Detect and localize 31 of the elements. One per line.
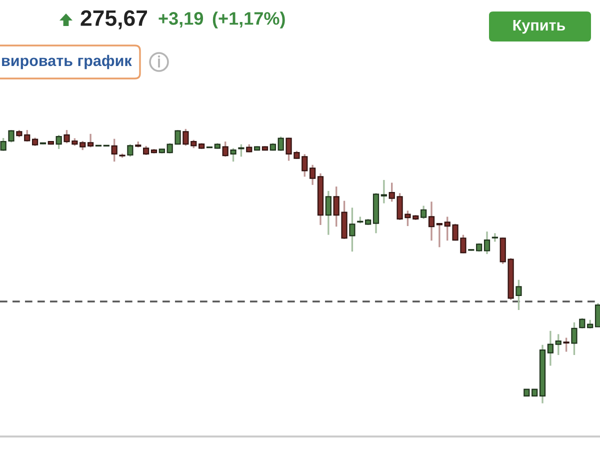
candlestick bbox=[436, 222, 442, 248]
candlestick bbox=[56, 134, 62, 150]
candlestick bbox=[349, 206, 356, 252]
candlestick bbox=[571, 322, 578, 356]
candlestick bbox=[80, 140, 86, 151]
candlestick bbox=[88, 133, 94, 148]
candlestick bbox=[111, 138, 118, 162]
candlestick bbox=[547, 330, 554, 367]
chart-title: 275,67 bbox=[80, 10, 147, 30]
text: Купить bbox=[513, 20, 566, 34]
candlestick bbox=[222, 140, 228, 158]
candlestick bbox=[563, 336, 570, 353]
candlestick bbox=[420, 204, 427, 220]
text: (+1,17%) bbox=[212, 12, 285, 28]
candlestick bbox=[579, 317, 586, 330]
candlestick bbox=[428, 200, 435, 242]
candlestick bbox=[484, 230, 490, 255]
candlestick bbox=[310, 164, 316, 186]
text: +3,19 bbox=[158, 12, 204, 28]
text: вировать график bbox=[2, 54, 132, 70]
candlestick bbox=[380, 179, 387, 204]
candlestick bbox=[230, 147, 236, 162]
candlestick bbox=[492, 232, 498, 243]
candlestick bbox=[555, 333, 562, 356]
candlestick bbox=[278, 136, 284, 152]
candlestick bbox=[594, 302, 600, 328]
candlestick bbox=[238, 143, 244, 158]
candlestick bbox=[516, 279, 522, 311]
candlestick bbox=[325, 190, 332, 236]
candlestick bbox=[143, 145, 150, 156]
candlestick bbox=[127, 143, 134, 158]
